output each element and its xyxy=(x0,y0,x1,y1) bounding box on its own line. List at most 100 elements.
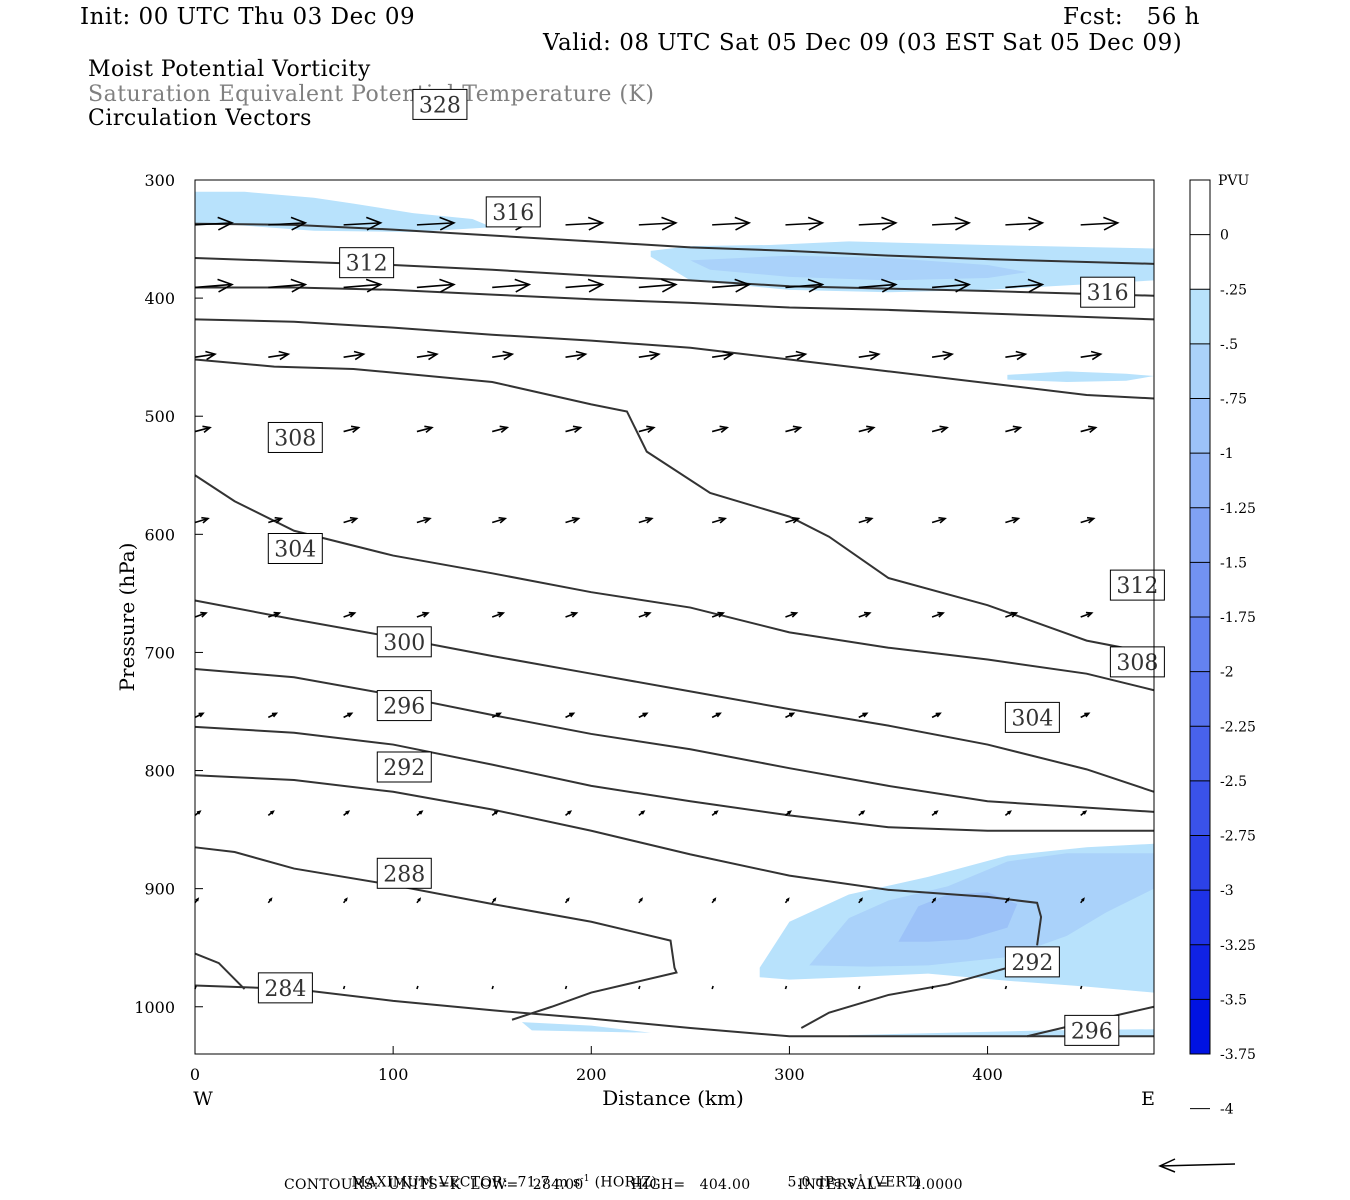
vector-r2-c12 xyxy=(1080,350,1103,361)
vector-r7-c4 xyxy=(491,810,499,817)
contour-292-3 xyxy=(194,774,1043,946)
vector-r8-c5 xyxy=(564,897,570,904)
vector-r7-c9 xyxy=(858,810,866,817)
vector-r4-c6 xyxy=(638,516,654,524)
vector-r4-c4 xyxy=(491,516,508,524)
vector-r6-c8 xyxy=(785,712,796,719)
vector-r5-c11 xyxy=(1005,611,1019,618)
contour-284-0 xyxy=(194,984,1154,1038)
vector-r6-c0 xyxy=(194,712,205,719)
vector-r4-c2 xyxy=(343,516,359,524)
colorbar-swatch-7 xyxy=(1190,562,1210,617)
svg-text:304: 304 xyxy=(1011,706,1053,731)
contour-label-312-13: 312 xyxy=(1109,569,1165,601)
y-tick-400: 400 xyxy=(144,289,175,308)
svg-text:300: 300 xyxy=(383,631,425,656)
colorbar-swatch-2 xyxy=(1190,289,1210,344)
pv-region-6 xyxy=(898,892,1018,942)
colorbar-label-15: -3.75 xyxy=(1220,1047,1256,1063)
vector-r3-c12 xyxy=(1080,425,1098,434)
vector-r7-c5 xyxy=(565,810,573,817)
vector-r9-c4 xyxy=(491,985,494,990)
contour-label-300-7: 300 xyxy=(376,626,432,658)
x-tick-0: 0 xyxy=(190,1065,200,1084)
colorbar-swatch-9 xyxy=(1190,671,1210,727)
x-tick-400: 400 xyxy=(972,1065,1003,1084)
vector-r6-c6 xyxy=(638,712,649,719)
y-tick-800: 800 xyxy=(144,762,175,781)
vector-r8-c2 xyxy=(342,897,348,904)
forecast-hour: Fcst: 56 h xyxy=(1063,4,1200,30)
vector-r0-c8 xyxy=(785,216,825,231)
colorbar: 0 -.25 -.5 -.75 -1 -1.25 -1.5 -1.75 -2 -2.25 -2.5 -… xyxy=(1189,179,1256,1118)
horiz-exponent: -1 xyxy=(580,1174,590,1184)
colorbar-label-0: 0 xyxy=(1220,228,1229,244)
vector-r2-c10 xyxy=(931,350,955,361)
vector-r1-c7 xyxy=(712,278,752,293)
vector-r3-c5 xyxy=(565,425,583,434)
x-tick-300: 300 xyxy=(774,1065,805,1084)
vector-r6-c5 xyxy=(565,712,576,719)
contour-316-14 xyxy=(194,318,1155,400)
vector-r8-c7 xyxy=(711,897,717,904)
vector-r2-c5 xyxy=(565,350,588,361)
colorbar-swatch-1 xyxy=(1190,234,1210,290)
vector-r9-c3 xyxy=(416,985,419,990)
max-vector-vert-value: 5.0 dPa s xyxy=(787,1174,855,1191)
contour-308-10 xyxy=(194,474,1155,692)
field-title-theta-es: Saturation Equivalent Potential Temperat… xyxy=(88,82,655,107)
contour-320-16 xyxy=(195,286,1155,321)
vector-r5-c10 xyxy=(931,611,945,618)
vector-r7-c8 xyxy=(784,810,792,817)
vector-r6-c7 xyxy=(711,712,722,719)
pv-region-3 xyxy=(1007,371,1154,382)
colorbar-label-14: -3.5 xyxy=(1220,992,1247,1008)
contour-label-292-4: 292 xyxy=(1004,946,1060,978)
vector-r4-c1 xyxy=(268,516,284,524)
vector-r6-c4 xyxy=(491,712,502,719)
vector-r5-c3 xyxy=(416,611,430,618)
vector-r1-c2 xyxy=(343,278,383,293)
pv-region-0 xyxy=(195,191,493,232)
vector-r2-c4 xyxy=(492,350,515,361)
colorbar-label-16: -4 xyxy=(1220,1102,1234,1118)
vector-r0-c11 xyxy=(1005,216,1045,231)
vector-r5-c2 xyxy=(343,611,357,618)
vector-r5-c4 xyxy=(491,611,506,618)
vector-r6-c1 xyxy=(267,712,279,719)
max-vector-vert-info: 5.0 dPa s-1 (VERT) xyxy=(778,1158,922,1191)
vector-r2-c2 xyxy=(343,350,366,361)
svg-text:316: 316 xyxy=(492,201,534,226)
vector-r2-c8 xyxy=(785,350,808,361)
vector-r8-c1 xyxy=(267,897,273,904)
vector-r8-c4 xyxy=(491,897,497,904)
max-vector-vert-suffix: (VERT) xyxy=(864,1174,922,1191)
colorbar-swatch-0 xyxy=(1190,180,1210,235)
vector-r4-c3 xyxy=(416,516,432,524)
vector-r0-c9 xyxy=(858,216,898,231)
contour-label-296-5: 296 xyxy=(376,690,432,722)
contour-label-316-15: 316 xyxy=(1080,276,1136,308)
vector-r3-c8 xyxy=(785,425,803,434)
vector-r3-c0 xyxy=(194,425,212,434)
colorbar-label-1: -.25 xyxy=(1220,282,1247,298)
plot-frame xyxy=(194,179,1155,1055)
colorbar-label-8: -2 xyxy=(1220,665,1234,681)
colorbar-label-4: -1 xyxy=(1220,446,1234,462)
colorbar-swatch-14 xyxy=(1190,944,1210,1000)
vector-r4-c5 xyxy=(565,516,581,524)
vector-r0-c0 xyxy=(194,216,234,231)
colorbar-swatch-6 xyxy=(1190,507,1210,563)
y-tick-300: 300 xyxy=(144,171,175,190)
field-title-vectors: Circulation Vectors xyxy=(88,106,312,131)
vector-r3-c2 xyxy=(343,425,361,434)
vector-r2-c7 xyxy=(712,350,735,361)
colorbar-label-11: -2.75 xyxy=(1220,829,1256,845)
vector-r3-c4 xyxy=(492,425,510,434)
contour-labels: 284 288 292 292 296 296 300 304 304 308 308 312 312 3… xyxy=(257,88,1165,1046)
vector-r3-c11 xyxy=(1005,425,1023,434)
vector-r5-c7 xyxy=(711,611,725,618)
vector-r3-c10 xyxy=(931,425,949,434)
colorbar-swatch-15 xyxy=(1190,999,1210,1054)
colorbar-swatch-5 xyxy=(1190,453,1210,508)
